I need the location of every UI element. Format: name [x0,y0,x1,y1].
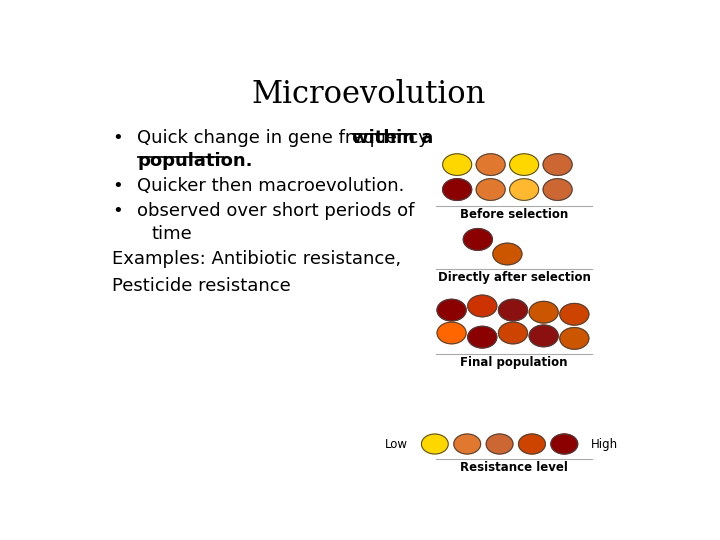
Circle shape [437,299,466,321]
Circle shape [560,328,589,349]
Circle shape [443,179,472,200]
Text: Quick change in gene frequency: Quick change in gene frequency [138,129,435,147]
Text: •: • [112,129,123,147]
Circle shape [529,301,558,323]
Text: observed over short periods of: observed over short periods of [138,202,415,220]
Circle shape [443,154,472,176]
Circle shape [463,228,492,250]
Circle shape [454,434,481,454]
Text: Examples: Antibiotic resistance,: Examples: Antibiotic resistance, [112,250,402,268]
Text: Resistance level: Resistance level [460,461,568,474]
Circle shape [468,326,497,348]
Circle shape [551,434,577,454]
Circle shape [510,154,539,176]
Text: population.: population. [138,152,253,170]
Circle shape [560,303,589,325]
Text: Before selection: Before selection [460,208,568,221]
Circle shape [498,299,528,321]
Circle shape [421,434,449,454]
Circle shape [529,325,558,347]
Text: within a: within a [352,129,433,147]
Circle shape [476,154,505,176]
Text: •: • [112,202,123,220]
Circle shape [476,179,505,200]
Text: •: • [112,177,123,195]
Text: Final population: Final population [460,356,568,369]
Circle shape [498,322,528,344]
Text: Pesticide resistance: Pesticide resistance [112,277,291,295]
Text: time: time [151,225,192,243]
Circle shape [437,322,466,344]
Circle shape [468,295,497,317]
Circle shape [543,154,572,176]
Circle shape [486,434,513,454]
Text: Low: Low [385,437,408,450]
Text: Quicker then macroevolution.: Quicker then macroevolution. [138,177,405,195]
Text: Directly after selection: Directly after selection [438,271,590,284]
Circle shape [493,243,522,265]
Circle shape [543,179,572,200]
Circle shape [518,434,545,454]
Text: High: High [591,437,618,450]
Circle shape [510,179,539,200]
Text: Microevolution: Microevolution [252,79,486,110]
